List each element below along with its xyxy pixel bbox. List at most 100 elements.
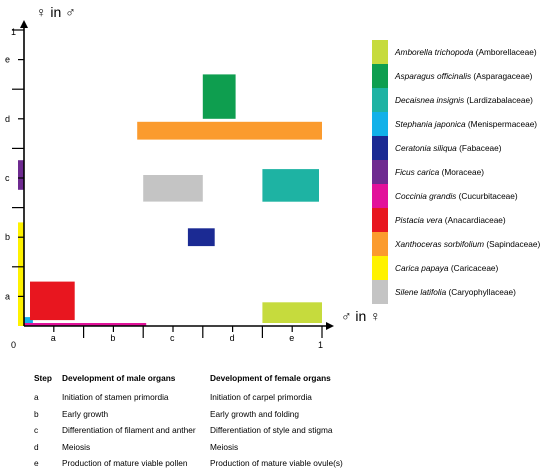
y-axis-max-label: 1 bbox=[11, 27, 16, 37]
legend-family-name: (Cucurbitaceae) bbox=[456, 191, 518, 201]
legend-item: Silene latifolia (Caryophyllaceae) bbox=[372, 280, 516, 304]
legend-swatch bbox=[372, 208, 388, 232]
legend-species-name: Asparagus officinalis bbox=[395, 71, 472, 81]
legend-species-name: Ceratonia siliqua bbox=[395, 143, 457, 153]
legend-item: Ficus carica (Moraceae) bbox=[372, 160, 484, 184]
legend-species-name: Pistacia vera bbox=[395, 215, 443, 225]
x-stage-labels: a b c d e bbox=[51, 333, 294, 343]
y-axis-label: ♀ in ♂ bbox=[36, 4, 76, 20]
range-rect-0 bbox=[262, 302, 322, 323]
legend-species-name: Stephania japonica bbox=[395, 119, 466, 129]
y-stage-labels: a b c d e bbox=[5, 55, 10, 302]
x-axis-max-label: 1 bbox=[318, 340, 323, 350]
x-stage-label-c: c bbox=[170, 333, 175, 343]
legend-item: Coccinia grandis (Cucurbitaceae) bbox=[372, 184, 518, 208]
range-rect-2 bbox=[262, 169, 319, 202]
axis-origin-label: 0 bbox=[11, 340, 16, 350]
legend-species-name: Xanthoceras sorbifolium bbox=[395, 239, 485, 249]
step-female-description: Production of mature viable ovule(s) bbox=[210, 458, 343, 468]
axes bbox=[20, 20, 334, 330]
step-letter: e bbox=[34, 458, 39, 468]
legend-label: Xanthoceras sorbifolium (Sapindaceae) bbox=[395, 239, 540, 249]
stage-chart: ♂ in ♀ ♀ in ♂ 0 1 1 a b c d e a b c d e bbox=[5, 4, 381, 350]
range-rect-10 bbox=[143, 175, 203, 202]
legend-label: Ceratonia siliqua (Fabaceae) bbox=[395, 143, 502, 153]
range-rect-7 bbox=[30, 281, 75, 321]
step-letter: b bbox=[34, 408, 39, 419]
steps-table-row: d Meiosis Meiosis bbox=[34, 441, 390, 458]
legend-item: Stephania japonica (Menispermaceae) bbox=[372, 112, 537, 136]
range-rect-6 bbox=[24, 323, 147, 326]
step-male-description: Initiation of stamen primordia bbox=[62, 392, 169, 402]
legend-species-name: Silene latifolia bbox=[395, 287, 447, 297]
legend-label: Coccinia grandis (Cucurbitaceae) bbox=[395, 191, 518, 201]
legend-species-name: Decaisnea insignis bbox=[395, 95, 465, 105]
legend-swatch bbox=[372, 88, 388, 112]
range-rect-5 bbox=[18, 160, 24, 190]
legend-label: Amborella trichopoda (Amborellaceae) bbox=[395, 47, 537, 57]
legend-item: Pistacia vera (Anacardiaceae) bbox=[372, 208, 506, 232]
x-stage-label-e: e bbox=[289, 333, 294, 343]
steps-table-row: a Initiation of stamen primordia Initiatio… bbox=[34, 392, 390, 408]
steps-table-row: b Early growth Early growth and folding bbox=[34, 408, 390, 425]
step-letter: c bbox=[34, 425, 39, 435]
y-stage-label-e: e bbox=[5, 55, 10, 65]
legend-item: Carica papaya (Caricaceae) bbox=[372, 256, 498, 280]
step-female-description: Early growth and folding bbox=[210, 408, 300, 419]
legend-label: Asparagus officinalis (Asparagaceae) bbox=[395, 71, 532, 81]
y-stage-label-d: d bbox=[5, 114, 10, 124]
species-ranges bbox=[18, 74, 322, 326]
legend-label: Ficus carica (Moraceae) bbox=[395, 167, 484, 177]
step-female-description: Meiosis bbox=[210, 441, 239, 452]
y-stage-label-c: c bbox=[5, 173, 10, 183]
steps-table-header: Step Development of male organs Developm… bbox=[34, 373, 390, 389]
range-rect-1 bbox=[202, 74, 236, 119]
legend-family-name: (Lardizabalaceae) bbox=[464, 95, 533, 105]
legend-item: Ceratonia siliqua (Fabaceae) bbox=[372, 136, 502, 160]
legend-species-name: Ficus carica bbox=[395, 167, 440, 177]
legend-species-name: Carica papaya bbox=[395, 263, 449, 273]
legend-label: Carica papaya (Caricaceae) bbox=[395, 263, 498, 273]
legend-label: Silene latifolia (Caryophyllaceae) bbox=[395, 287, 516, 297]
range-rect-9 bbox=[18, 222, 24, 326]
legend-swatch bbox=[372, 232, 388, 256]
step-female-description: Differentiation of style and stigma bbox=[210, 425, 333, 435]
step-letter: d bbox=[34, 441, 39, 452]
range-rect-4 bbox=[187, 228, 215, 247]
step-letter: a bbox=[34, 392, 39, 402]
step-male-description: Early growth bbox=[62, 408, 109, 419]
legend-family-name: (Menispermaceae) bbox=[465, 119, 538, 129]
x-stage-label-b: b bbox=[110, 333, 115, 343]
x-stage-label-d: d bbox=[230, 333, 235, 343]
steps-table-row: e Production of mature viable pollen Produ… bbox=[34, 458, 390, 474]
legend-swatch bbox=[372, 256, 388, 280]
axis-ticks bbox=[12, 29, 323, 338]
header-step: Step bbox=[34, 373, 52, 383]
legend-swatch bbox=[372, 112, 388, 136]
legend-family-name: (Asparagaceae) bbox=[471, 71, 533, 81]
legend-swatch bbox=[372, 184, 388, 208]
step-male-description: Production of mature viable pollen bbox=[62, 458, 188, 468]
legend-family-name: (Amborellaceae) bbox=[473, 47, 537, 57]
legend-family-name: (Moraceae) bbox=[439, 167, 484, 177]
legend-label: Pistacia vera (Anacardiaceae) bbox=[395, 215, 506, 225]
legend-label: Stephania japonica (Menispermaceae) bbox=[395, 119, 537, 129]
legend-item: Asparagus officinalis (Asparagaceae) bbox=[372, 64, 532, 88]
legend-swatch bbox=[372, 136, 388, 160]
legend-family-name: (Sapindaceae) bbox=[484, 239, 541, 249]
steps-table-row: c Differentiation of filament and anther D… bbox=[34, 425, 390, 441]
legend-item: Decaisnea insignis (Lardizabalaceae) bbox=[372, 88, 533, 112]
legend-family-name: (Caryophyllaceae) bbox=[446, 287, 516, 297]
step-female-description: Initiation of carpel primordia bbox=[210, 392, 312, 402]
legend-family-name: (Caricaceae) bbox=[448, 263, 499, 273]
legend-swatch bbox=[372, 40, 388, 64]
step-male-description: Differentiation of filament and anther bbox=[62, 425, 196, 435]
x-stage-label-a: a bbox=[51, 333, 56, 343]
header-female: Development of female organs bbox=[210, 373, 331, 383]
legend-family-name: (Fabaceae) bbox=[456, 143, 502, 153]
header-male: Development of male organs bbox=[62, 373, 176, 383]
y-stage-label-b: b bbox=[5, 232, 10, 242]
x-axis-label: ♂ in ♀ bbox=[341, 308, 381, 324]
legend-swatch bbox=[372, 64, 388, 88]
range-rect-3 bbox=[24, 317, 33, 326]
